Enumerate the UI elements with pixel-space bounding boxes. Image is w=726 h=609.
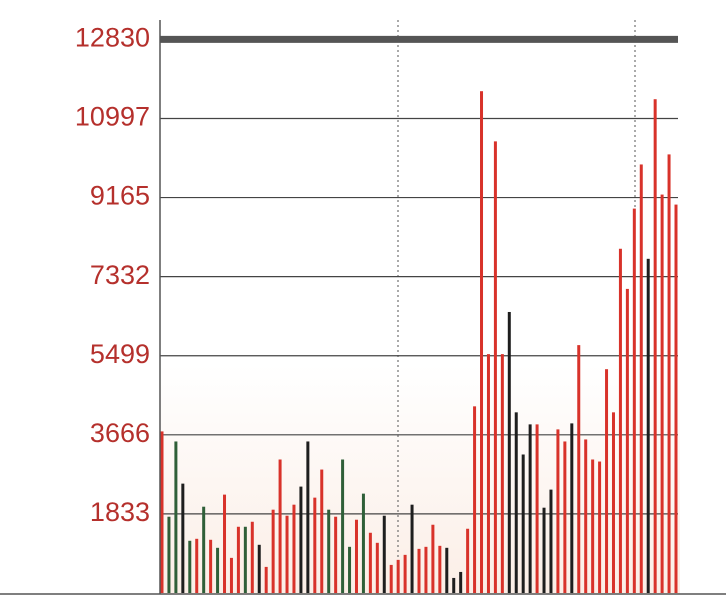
bar: [674, 204, 678, 593]
bar: [181, 483, 185, 593]
bar: [542, 507, 546, 593]
bar: [236, 526, 240, 593]
y-tick-label: 9165: [90, 181, 150, 211]
bar: [243, 526, 247, 593]
bar: [598, 461, 602, 593]
bar: [292, 504, 296, 593]
bar: [167, 516, 171, 593]
bar: [278, 459, 282, 593]
bar: [160, 431, 164, 593]
bar: [188, 540, 192, 593]
bar: [431, 524, 435, 593]
bar: [327, 509, 331, 593]
bar: [639, 164, 643, 593]
bar: [563, 441, 567, 593]
bar: [389, 564, 393, 593]
bar: [452, 577, 456, 593]
y-tick-label: 1833: [90, 497, 150, 527]
y-tick-label: 7332: [90, 260, 150, 290]
bar: [466, 528, 470, 593]
bar: [591, 459, 595, 593]
bar: [348, 546, 352, 593]
bar: [500, 354, 504, 593]
bar: [653, 99, 657, 593]
bar: [549, 489, 553, 593]
bar: [368, 532, 372, 593]
bar: [195, 538, 199, 593]
bar: [605, 369, 609, 593]
bar: [174, 441, 178, 593]
bar: [341, 459, 345, 593]
bar: [202, 506, 206, 593]
bar: [611, 412, 615, 593]
bar: [354, 519, 358, 593]
bar: [480, 91, 484, 593]
bar: [334, 516, 338, 593]
bar: [223, 494, 227, 593]
bar: [271, 509, 275, 593]
bar: [361, 493, 365, 593]
bar: [250, 521, 254, 593]
bar: [618, 248, 622, 593]
bar: [646, 258, 650, 593]
bar: [438, 545, 442, 593]
y-tick-label: 12830: [75, 23, 150, 53]
bar: [445, 547, 449, 593]
marks: [160, 91, 678, 594]
bar: [473, 406, 477, 593]
y-tick-label: 3666: [90, 418, 150, 448]
bar: [486, 354, 490, 593]
bar: [424, 546, 428, 593]
bar: [528, 424, 532, 593]
bar: [556, 429, 560, 593]
bar: [667, 154, 671, 594]
bar: [285, 515, 289, 593]
bar: [507, 311, 511, 593]
bar: [257, 544, 261, 593]
bar: [584, 439, 588, 593]
bar: [570, 423, 574, 593]
bar: [320, 469, 324, 593]
bar: [417, 548, 421, 593]
bar: [660, 194, 664, 594]
bar: [264, 566, 268, 593]
bar: [632, 208, 636, 593]
bar: [535, 424, 539, 593]
bar: [403, 554, 407, 593]
bar: [577, 345, 581, 593]
bar: [299, 486, 303, 593]
bar: [382, 515, 386, 593]
y-tick-label: 10997: [75, 102, 150, 132]
bar: [313, 497, 317, 593]
bar: [396, 559, 400, 593]
bar: [209, 539, 213, 593]
bar: [306, 441, 310, 593]
plot-area: [160, 20, 680, 594]
bar: [521, 454, 525, 593]
bar: [410, 504, 414, 593]
y-tick-label: 5499: [90, 339, 150, 369]
bar: [459, 571, 463, 593]
bar: [514, 412, 518, 593]
bar: [493, 141, 497, 593]
bar: [375, 542, 379, 593]
bar: [229, 557, 233, 593]
bar: [625, 288, 629, 593]
bar: [216, 547, 220, 593]
